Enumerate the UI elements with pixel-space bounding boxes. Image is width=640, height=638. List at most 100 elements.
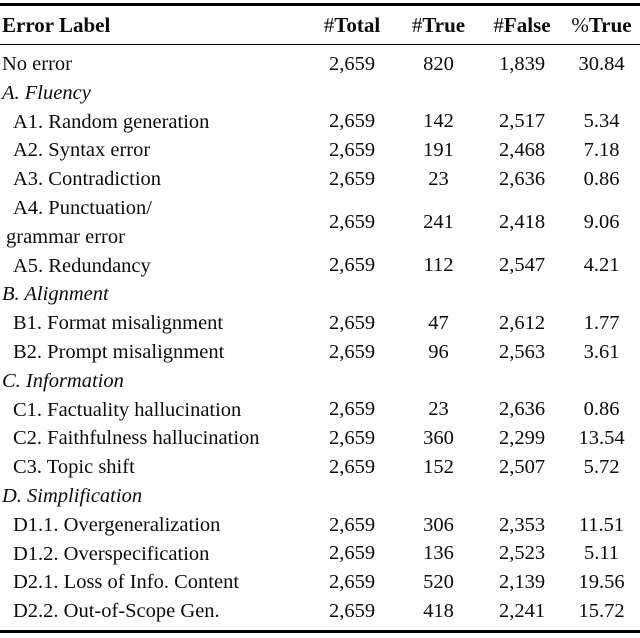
false-cell: 2,517 [498, 110, 546, 133]
section-label: C. Information [2, 369, 124, 392]
true-cell: 112 [423, 254, 454, 277]
false-cell: 2,547 [498, 254, 546, 277]
error-label-text: A3. Contradiction [13, 168, 162, 191]
pct-true-cell: 11.51 [578, 513, 625, 536]
col-header-prefix: # [493, 12, 504, 37]
pct-true-cell: 4.21 [583, 254, 620, 277]
false-cell: 2,468 [498, 139, 546, 162]
error-label-cell: No error [0, 45, 308, 79]
section-label: B. Alignment [2, 283, 109, 306]
col-header-total: #Total [308, 4, 396, 45]
total-cell: 2,659 [328, 139, 376, 162]
error-label-text: C3. Topic shift [13, 456, 135, 479]
error-label-text: No error [2, 53, 73, 75]
table-row: A1. Random generation 2,659 142 2,517 5.34 [0, 108, 640, 137]
true-cell: 241 [423, 211, 454, 234]
col-header-true: #True [396, 4, 481, 45]
col-header-prefix: # [411, 12, 423, 37]
col-header-false: #False [481, 4, 563, 45]
error-label-cell: A5. Redundancy [0, 252, 308, 281]
col-header-prefix: # [323, 12, 335, 37]
error-label-cell: D2.2. Out-of-Scope Gen. [0, 597, 308, 631]
table-row: C2. Faithfulness hallucination 2,659 360 2,… [0, 424, 640, 453]
error-label-text: B2. Prompt misalignment [13, 340, 225, 363]
false-cell: 2,563 [498, 340, 546, 363]
col-header-text: True [588, 12, 632, 37]
section-row: B. Alignment [0, 280, 640, 309]
pct-true-cell: 0.86 [583, 398, 620, 421]
true-cell: 306 [423, 513, 454, 536]
total-cell: 2,659 [328, 168, 376, 191]
pct-true-cell: 1.77 [583, 312, 620, 335]
error-label-cell: A2. Syntax error [0, 136, 308, 165]
true-cell: 142 [423, 110, 454, 133]
section-row: A. Fluency [0, 79, 640, 108]
section-label: D. Simplification [2, 484, 143, 507]
true-cell: 520 [423, 571, 454, 594]
false-cell: 2,636 [498, 168, 546, 191]
false-cell: 2,299 [498, 427, 546, 450]
error-label-cell: C2. Faithfulness hallucination [0, 424, 308, 453]
table-row: D1.1. Overgeneralization 2,659 306 2,353 11.… [0, 511, 640, 540]
table-row: B2. Prompt misalignment 2,659 96 2,563 3.61 [0, 338, 640, 367]
total-cell: 2,659 [328, 398, 376, 421]
false-cell: 2,241 [498, 600, 546, 623]
false-cell: 2,636 [498, 398, 546, 421]
pct-true-cell: 5.34 [583, 110, 620, 133]
error-label-text: C2. Faithfulness hallucination [13, 427, 260, 450]
true-cell: 23 [428, 168, 449, 191]
col-header-text: True [422, 12, 466, 37]
total-cell: 2,659 [328, 571, 376, 594]
total-cell: 2,659 [328, 456, 376, 479]
pct-true-cell: 0.86 [583, 168, 620, 191]
section-row: C. Information [0, 367, 640, 396]
table-body: No error 2,659 820 1,839 30.84 A. Fluency A1. … [0, 45, 640, 632]
pct-true-cell: 3.61 [583, 340, 620, 363]
error-label-text: D1.2. Overspecification [13, 542, 210, 565]
error-label-cell: A3. Contradiction [0, 165, 308, 194]
false-cell: 2,523 [498, 542, 546, 565]
error-label-cell: B1. Format misalignment [0, 309, 308, 338]
error-label-cell: A4. Punctuation/grammar error [0, 194, 308, 252]
pct-true-cell: 5.72 [583, 456, 620, 479]
error-label-stats-table: Error Label #Total #True #False %True No… [0, 3, 640, 633]
total-cell: 2,659 [328, 600, 376, 623]
error-label-text: A4. Punctuation/ [13, 196, 152, 219]
pct-true-cell: 5.11 [583, 542, 620, 565]
error-label-cell: D1.2. Overspecification [0, 540, 308, 569]
error-label-cell: C3. Topic shift [0, 453, 308, 482]
total-cell: 2,659 [328, 340, 376, 363]
error-label-text: A5. Redundancy [13, 254, 151, 277]
error-label-text: D2.2. Out-of-Scope Gen. [13, 600, 220, 623]
false-cell: 2,353 [498, 513, 546, 536]
table-row: D2.2. Out-of-Scope Gen. 2,659 418 2,241 15.7… [0, 597, 640, 631]
true-cell: 136 [423, 542, 454, 565]
table-row: D2.1. Loss of Info. Content 2,659 520 2,139… [0, 568, 640, 597]
table-row: No error 2,659 820 1,839 30.84 [0, 45, 640, 79]
total-cell: 2,659 [328, 110, 376, 133]
col-header-pct-true: %True [563, 4, 640, 45]
table-row: A2. Syntax error 2,659 191 2,468 7.18 [0, 136, 640, 165]
table-row: A3. Contradiction 2,659 23 2,636 0.86 [0, 165, 640, 194]
table-row: A5. Redundancy 2,659 112 2,547 4.21 [0, 252, 640, 281]
error-label-text: D1.1. Overgeneralization [13, 513, 221, 536]
error-label-text: A2. Syntax error [13, 139, 151, 162]
true-cell: 47 [428, 312, 449, 335]
false-cell: 1,839 [498, 52, 546, 75]
true-cell: 191 [423, 139, 454, 162]
total-cell: 2,659 [328, 312, 376, 335]
table-header: Error Label #Total #True #False %True [0, 4, 640, 45]
true-cell: 96 [428, 340, 449, 363]
error-label-text: D2.1. Loss of Info. Content [13, 571, 240, 594]
pct-true-cell: 13.54 [578, 427, 625, 450]
pct-true-cell: 9.06 [583, 211, 620, 234]
false-cell: 2,139 [498, 571, 546, 594]
false-cell: 2,507 [498, 456, 546, 479]
true-cell: 820 [423, 52, 454, 75]
pct-true-cell: 19.56 [578, 571, 625, 594]
total-cell: 2,659 [328, 427, 376, 450]
total-cell: 2,659 [328, 513, 376, 536]
table-row: D1.2. Overspecification 2,659 136 2,523 5.11 [0, 540, 640, 569]
error-label-cell: D1.1. Overgeneralization [0, 511, 308, 540]
error-label-text: C1. Factuality hallucination [13, 398, 242, 421]
